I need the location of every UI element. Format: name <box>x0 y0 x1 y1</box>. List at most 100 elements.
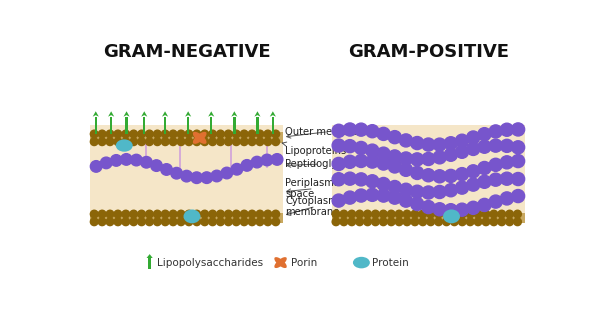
Circle shape <box>489 173 502 186</box>
Circle shape <box>201 130 209 138</box>
Circle shape <box>241 130 248 138</box>
Circle shape <box>478 198 491 212</box>
Circle shape <box>410 136 424 150</box>
Circle shape <box>193 218 200 226</box>
Text: Periplasmic
space: Periplasmic space <box>285 178 343 199</box>
Circle shape <box>138 218 145 226</box>
Circle shape <box>193 130 200 138</box>
Circle shape <box>264 210 272 218</box>
Ellipse shape <box>353 257 370 268</box>
Circle shape <box>209 210 217 218</box>
Circle shape <box>410 153 424 166</box>
Circle shape <box>355 189 368 202</box>
Circle shape <box>348 210 356 218</box>
Circle shape <box>177 138 185 145</box>
Circle shape <box>379 210 387 218</box>
Circle shape <box>161 218 169 226</box>
Circle shape <box>209 130 217 138</box>
Circle shape <box>122 138 130 145</box>
Circle shape <box>435 210 442 218</box>
Circle shape <box>256 210 264 218</box>
Circle shape <box>400 183 413 196</box>
Polygon shape <box>254 111 260 117</box>
Text: Cytoplasmic
membrane: Cytoplasmic membrane <box>285 195 346 217</box>
Circle shape <box>248 130 256 138</box>
Circle shape <box>91 130 98 138</box>
Circle shape <box>388 191 401 204</box>
Circle shape <box>209 138 217 145</box>
Circle shape <box>355 173 368 186</box>
Circle shape <box>366 155 379 168</box>
Circle shape <box>191 172 202 184</box>
Circle shape <box>114 138 122 145</box>
FancyBboxPatch shape <box>91 125 283 223</box>
Circle shape <box>366 125 379 138</box>
Ellipse shape <box>274 257 287 268</box>
Circle shape <box>138 130 145 138</box>
Circle shape <box>231 163 242 175</box>
FancyBboxPatch shape <box>148 256 151 269</box>
Ellipse shape <box>116 139 133 152</box>
Circle shape <box>410 185 424 198</box>
Circle shape <box>458 218 466 226</box>
Circle shape <box>433 186 446 198</box>
Circle shape <box>248 138 256 145</box>
Circle shape <box>151 160 162 171</box>
Circle shape <box>467 165 480 178</box>
Circle shape <box>379 218 387 226</box>
Circle shape <box>489 195 502 208</box>
Circle shape <box>121 154 132 165</box>
Circle shape <box>500 172 514 185</box>
Circle shape <box>201 218 209 226</box>
Circle shape <box>400 163 413 176</box>
Circle shape <box>366 144 379 157</box>
Circle shape <box>98 138 106 145</box>
Circle shape <box>478 140 491 153</box>
Circle shape <box>500 139 514 152</box>
Circle shape <box>106 138 114 145</box>
FancyBboxPatch shape <box>210 117 212 134</box>
Circle shape <box>411 210 419 218</box>
Ellipse shape <box>274 257 287 268</box>
Circle shape <box>364 210 371 218</box>
Circle shape <box>169 218 177 226</box>
Polygon shape <box>141 111 148 117</box>
Circle shape <box>340 210 348 218</box>
Circle shape <box>343 155 356 168</box>
FancyBboxPatch shape <box>95 117 97 134</box>
Circle shape <box>498 218 506 226</box>
Text: GRAM-POSITIVE: GRAM-POSITIVE <box>348 43 509 61</box>
Circle shape <box>419 210 427 218</box>
Circle shape <box>388 150 401 163</box>
Circle shape <box>154 218 161 226</box>
Circle shape <box>201 172 212 183</box>
Circle shape <box>161 210 169 218</box>
Circle shape <box>146 138 154 145</box>
Circle shape <box>467 201 480 214</box>
Circle shape <box>232 218 240 226</box>
Circle shape <box>177 210 185 218</box>
Circle shape <box>444 204 457 217</box>
Circle shape <box>478 175 491 188</box>
Circle shape <box>419 218 427 226</box>
Circle shape <box>514 218 521 226</box>
Polygon shape <box>270 111 276 117</box>
Circle shape <box>355 154 368 168</box>
Circle shape <box>224 130 232 138</box>
Ellipse shape <box>184 210 200 223</box>
Circle shape <box>272 218 280 226</box>
Circle shape <box>340 218 348 226</box>
Circle shape <box>161 138 169 145</box>
Circle shape <box>248 210 256 218</box>
Text: Protein: Protein <box>372 257 409 268</box>
Circle shape <box>348 218 356 226</box>
Circle shape <box>261 154 273 166</box>
Circle shape <box>422 201 435 213</box>
Circle shape <box>422 186 435 199</box>
Circle shape <box>427 210 434 218</box>
Circle shape <box>400 134 413 147</box>
Circle shape <box>332 157 345 170</box>
Circle shape <box>217 138 224 145</box>
Circle shape <box>474 210 482 218</box>
Circle shape <box>490 210 497 218</box>
